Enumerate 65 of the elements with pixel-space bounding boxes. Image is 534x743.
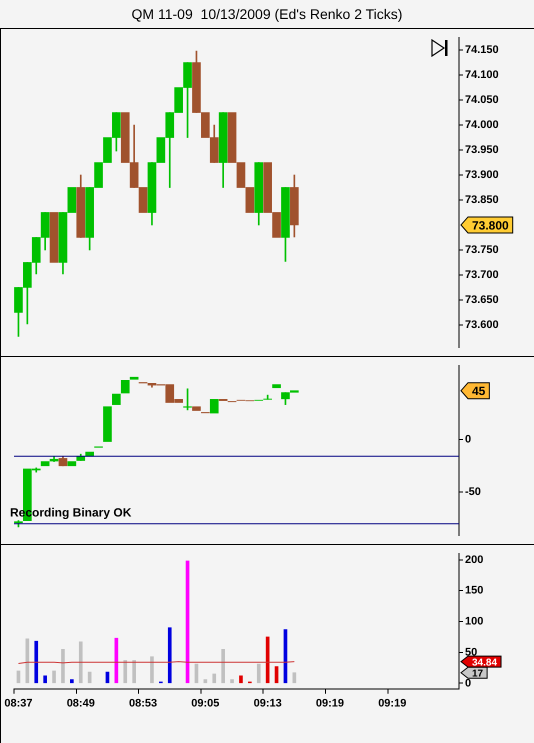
candlestick: [103, 406, 112, 442]
y-tick-label: 73.950: [465, 144, 499, 156]
bar: [194, 664, 198, 684]
bar: [266, 636, 270, 684]
y-tick-label: 200: [465, 554, 484, 566]
bar: [123, 660, 128, 684]
bar: [239, 676, 243, 684]
y-tick-label: 73.700: [465, 268, 499, 281]
bar: [34, 640, 38, 684]
candlestick: [50, 212, 58, 263]
x-tick-label: 08:49: [66, 697, 95, 710]
x-tick-label: 08:37: [4, 697, 33, 710]
bar: [168, 627, 172, 684]
x-tick-label: 09:19: [316, 697, 344, 710]
bar: [43, 676, 47, 684]
y-tick-label: 74.100: [465, 69, 499, 82]
y-tick-label: 50: [465, 646, 478, 658]
bar: [52, 670, 56, 684]
candlestick: [272, 384, 281, 388]
y-tick-label: 74.050: [465, 94, 499, 106]
bar: [88, 672, 92, 684]
text: 45: [472, 384, 486, 398]
bar: [212, 674, 216, 684]
text: 17: [472, 668, 484, 680]
y-tick-label: 74.150: [465, 44, 499, 56]
candlestick: [192, 406, 201, 411]
bar: [26, 638, 30, 684]
bar: [292, 672, 296, 684]
y-tick-label: 100: [465, 616, 484, 628]
bar: [78, 642, 83, 684]
bar: [204, 679, 208, 684]
candlestick: [68, 461, 76, 466]
bar: [114, 638, 118, 684]
bar: [150, 656, 154, 684]
y-tick-label: -50: [465, 486, 481, 498]
candlestick: [120, 380, 130, 394]
x-tick-label: 09:19: [378, 697, 406, 710]
chart-title: QM 11-09 10/13/2009 (Ed's Renko 2 Ticks): [130, 5, 404, 24]
bar: [61, 648, 65, 684]
x-tick-label: 08:53: [128, 697, 158, 710]
candlestick: [210, 399, 219, 414]
y-tick-label: 73.650: [465, 294, 499, 306]
bar: [70, 679, 74, 684]
y-tick-label: 150: [465, 584, 484, 597]
candlestick: [112, 394, 121, 405]
bar: [230, 679, 234, 684]
bar: [284, 629, 288, 684]
x-tick-label: 09:13: [254, 697, 282, 710]
x-tick-label: 09:05: [191, 697, 220, 710]
y-tick-label: 73.850: [465, 194, 499, 206]
bar: [106, 672, 110, 684]
bar: [16, 670, 20, 684]
y-tick-label: 74.000: [465, 119, 499, 132]
text: 73.800: [472, 218, 510, 232]
y-tick-label: 0: [465, 433, 472, 446]
y-tick-label: 73.600: [465, 318, 499, 331]
y-tick-label: 73.900: [465, 169, 499, 182]
text: 34.84: [472, 657, 498, 668]
bar: [274, 666, 278, 684]
bar: [186, 560, 190, 684]
y-tick-label: 0: [465, 677, 472, 690]
bar: [132, 660, 136, 684]
y-tick-label: 73.750: [465, 244, 499, 256]
bar: [221, 648, 225, 684]
bar: [256, 664, 261, 684]
